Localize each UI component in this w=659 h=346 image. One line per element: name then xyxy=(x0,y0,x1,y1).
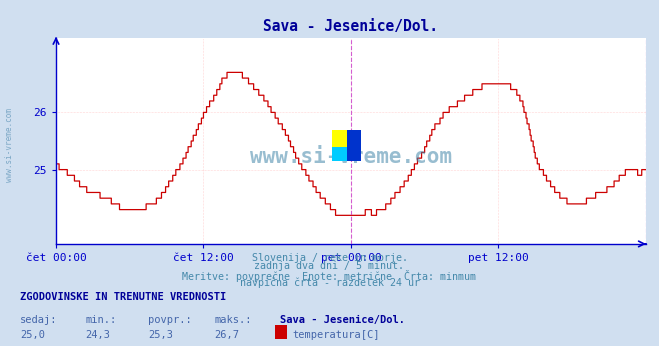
Text: Meritve: povprečne  Enote: metrične  Črta: minmum: Meritve: povprečne Enote: metrične Črta:… xyxy=(183,270,476,282)
Text: povpr.:: povpr.: xyxy=(148,315,192,325)
Text: sedaj:: sedaj: xyxy=(20,315,57,325)
Bar xyxy=(347,129,361,161)
Title: Sava - Jesenice/Dol.: Sava - Jesenice/Dol. xyxy=(264,19,438,34)
Text: 24,3: 24,3 xyxy=(86,330,111,340)
Bar xyxy=(333,147,347,161)
Text: 25,3: 25,3 xyxy=(148,330,173,340)
Text: zadnja dva dni / 5 minut.: zadnja dva dni / 5 minut. xyxy=(254,261,405,271)
Text: temperatura[C]: temperatura[C] xyxy=(292,330,380,340)
Bar xyxy=(333,129,347,147)
Text: 25,0: 25,0 xyxy=(20,330,45,340)
Text: www.si-vreme.com: www.si-vreme.com xyxy=(5,108,14,182)
Text: ZGODOVINSKE IN TRENUTNE VREDNOSTI: ZGODOVINSKE IN TRENUTNE VREDNOSTI xyxy=(20,292,226,302)
Text: navpična črta - razdelek 24 ur: navpična črta - razdelek 24 ur xyxy=(239,277,420,288)
Text: Sava - Jesenice/Dol.: Sava - Jesenice/Dol. xyxy=(280,315,405,325)
Text: 26,7: 26,7 xyxy=(214,330,239,340)
Text: min.:: min.: xyxy=(86,315,117,325)
Text: maks.:: maks.: xyxy=(214,315,252,325)
Text: Slovenija / reke in morje.: Slovenija / reke in morje. xyxy=(252,253,407,263)
Text: www.si-vreme.com: www.si-vreme.com xyxy=(250,147,452,167)
